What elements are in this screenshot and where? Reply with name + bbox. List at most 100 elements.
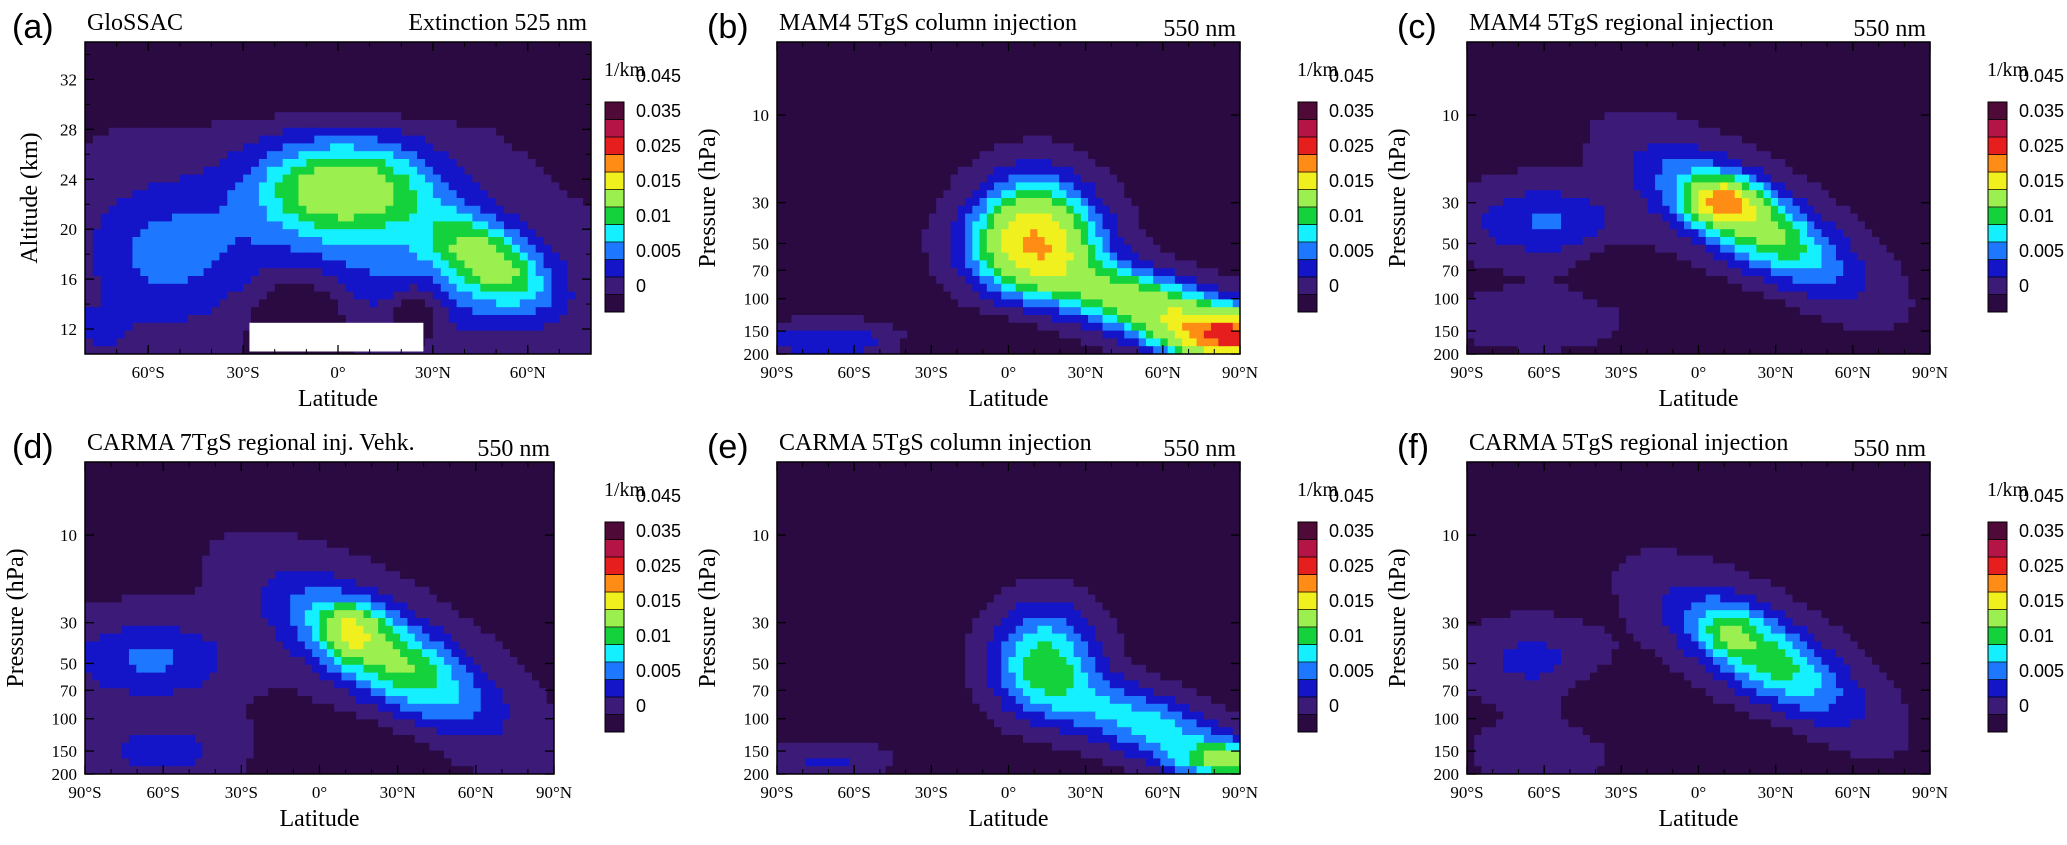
field-cell xyxy=(1080,104,1089,113)
field-cell xyxy=(519,42,529,51)
field-cell xyxy=(559,73,568,82)
field-cell xyxy=(219,276,228,285)
field-cell xyxy=(986,237,995,246)
field-cell xyxy=(1131,198,1140,207)
field-cell xyxy=(511,213,521,222)
field-cell xyxy=(1124,276,1133,285)
field-cell xyxy=(805,73,814,82)
field-cell xyxy=(361,81,371,90)
field-cell xyxy=(1102,159,1111,168)
field-cell xyxy=(957,291,966,300)
field-cell xyxy=(928,291,937,300)
field-cell xyxy=(1073,315,1082,324)
field-cell xyxy=(834,221,843,230)
field-cell xyxy=(409,42,418,51)
field-cell xyxy=(456,198,466,207)
field-cell xyxy=(972,143,981,152)
field-cell xyxy=(849,143,858,152)
field-cell xyxy=(472,315,481,324)
field-cell xyxy=(100,81,110,90)
field-cell xyxy=(784,159,793,168)
field-cell xyxy=(519,244,529,254)
field-cell xyxy=(957,104,966,113)
field-cell xyxy=(488,346,497,354)
field-cell xyxy=(488,159,497,168)
field-cell xyxy=(148,112,157,121)
field-cell xyxy=(1102,81,1111,90)
field-cell xyxy=(322,244,331,254)
field-cell xyxy=(1117,159,1125,168)
field-cell xyxy=(345,260,355,269)
field-cell xyxy=(1066,268,1075,277)
field-cell xyxy=(543,221,553,230)
field-cell xyxy=(330,299,339,308)
field-cell xyxy=(156,174,165,183)
field-cell xyxy=(1059,49,1067,59)
field-cell xyxy=(409,143,418,152)
field-cell xyxy=(1182,182,1190,191)
field-cell xyxy=(385,276,394,285)
field-cell xyxy=(1059,127,1067,137)
field-cell xyxy=(1022,205,1031,215)
field-cell xyxy=(171,221,181,230)
field-cell xyxy=(842,112,850,121)
field-cell xyxy=(1232,120,1240,129)
field-cell xyxy=(432,127,442,137)
field-cell xyxy=(878,229,887,238)
field-cell xyxy=(1174,104,1183,113)
field-cell xyxy=(950,166,959,176)
field-cell xyxy=(907,81,916,90)
field-cell xyxy=(575,338,584,347)
field-cell xyxy=(448,315,458,324)
field-cell xyxy=(164,299,173,308)
field-cell xyxy=(345,96,355,105)
field-cell xyxy=(950,174,959,183)
field-cell xyxy=(85,244,94,254)
field-cell xyxy=(424,104,434,113)
field-cell xyxy=(124,120,134,129)
field-cell xyxy=(1102,166,1111,176)
field-cell xyxy=(1203,135,1212,144)
field-cell xyxy=(527,268,537,277)
field-cell xyxy=(440,143,450,152)
field-cell xyxy=(849,127,858,137)
field-cell xyxy=(472,159,481,168)
field-cell xyxy=(1182,190,1190,199)
field-cell xyxy=(950,135,959,144)
field-cell xyxy=(1153,276,1162,285)
field-cell xyxy=(440,252,450,261)
field-cell xyxy=(928,315,937,324)
field-cell xyxy=(504,182,513,191)
field-cell xyxy=(369,221,379,230)
field-cell xyxy=(148,213,157,222)
field-cell xyxy=(464,135,474,144)
field-cell xyxy=(504,57,513,66)
field-cell xyxy=(965,81,973,90)
field-cell xyxy=(986,65,995,74)
field-cell xyxy=(187,151,197,160)
field-cell xyxy=(1008,57,1017,66)
field-cell xyxy=(330,213,339,222)
field-cell xyxy=(1066,57,1075,66)
field-cell xyxy=(1001,120,1010,129)
field-cell xyxy=(994,143,1002,152)
field-cell xyxy=(527,205,537,215)
field-cell xyxy=(140,88,149,98)
field-cell xyxy=(322,42,331,51)
field-cell xyxy=(863,268,872,277)
field-cell xyxy=(805,65,814,74)
field-cell xyxy=(559,237,568,246)
field-cell xyxy=(1015,252,1024,261)
field-cell xyxy=(777,276,785,285)
field-cell xyxy=(116,120,126,129)
field-cell xyxy=(227,88,236,98)
field-cell xyxy=(266,315,276,324)
field-cell xyxy=(1109,42,1118,51)
field-cell xyxy=(361,244,371,254)
field-cell xyxy=(551,291,560,300)
field-cell xyxy=(820,315,829,324)
field-cell xyxy=(274,182,284,191)
field-cell xyxy=(140,166,149,176)
field-cell xyxy=(834,96,843,105)
field-cell xyxy=(798,174,807,183)
